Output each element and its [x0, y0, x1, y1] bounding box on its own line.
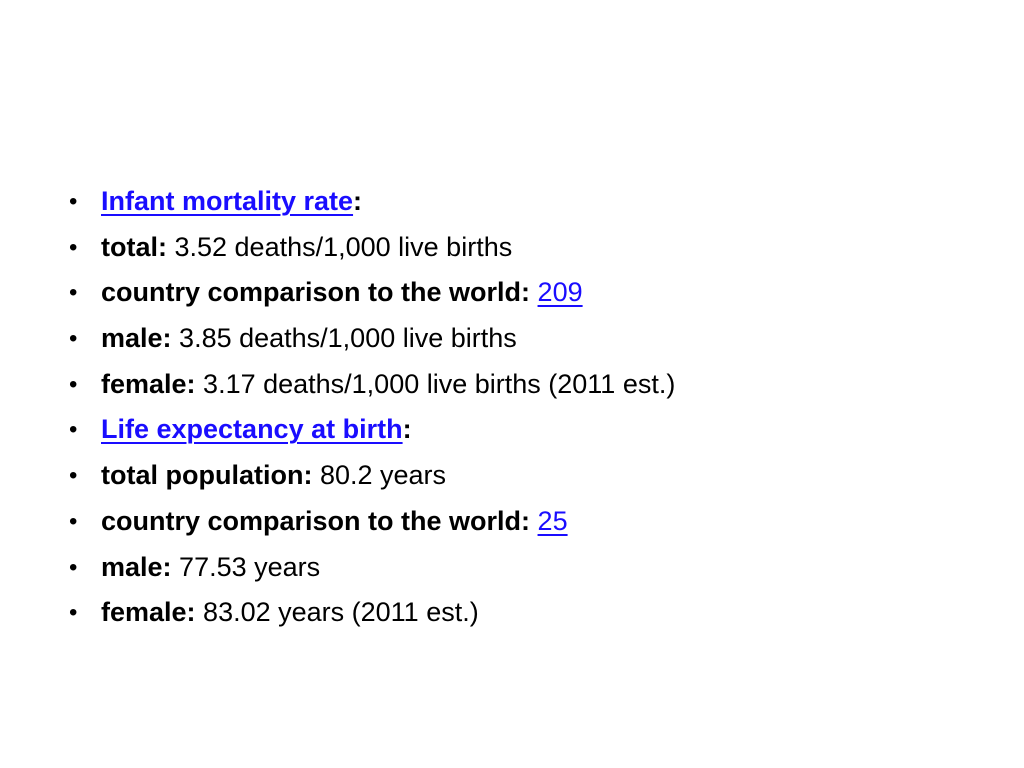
list-item-life-expectancy-heading: • Life expectancy at birth:	[64, 407, 964, 453]
list-item-life-total-population: • total population: 80.2 years	[64, 453, 964, 499]
item-value: 3.85 deaths/1,000 live births	[171, 323, 517, 354]
item-value: 80.2 years	[312, 460, 447, 491]
bullet-icon: •	[69, 462, 78, 490]
list-item-life-male: • male: 77.53 years	[64, 545, 964, 591]
heading-colon: :	[402, 414, 412, 445]
item-label: female:	[101, 597, 196, 628]
bullet-icon: •	[69, 325, 78, 353]
list-item-life-female: • female: 83.02 years (2011 est.)	[64, 590, 964, 636]
bullet-icon: •	[69, 599, 78, 627]
infant-rank-link[interactable]: 209	[537, 277, 583, 308]
item-value: 3.52 deaths/1,000 live births	[166, 231, 513, 262]
item-label: male:	[101, 323, 172, 354]
bullet-icon: •	[69, 279, 78, 307]
item-value: 77.53 years	[171, 551, 321, 582]
list-item-infant-male: • male: 3.85 deaths/1,000 live births	[64, 316, 964, 362]
bullet-icon: •	[69, 233, 78, 261]
item-spacer	[530, 506, 538, 536]
list-item-infant-total: • total: 3.52 deaths/1,000 live births	[64, 225, 964, 271]
item-label: country comparison to the world:	[101, 277, 531, 308]
bullet-icon: •	[69, 188, 78, 215]
bullet-icon: •	[69, 370, 78, 398]
list-item-infant-female: • female: 3.17 deaths/1,000 live births …	[64, 362, 964, 408]
item-label: total population:	[101, 460, 313, 491]
item-label: total:	[101, 231, 167, 262]
bullet-icon: •	[69, 553, 78, 581]
list-item-life-country-comparison: • country comparison to the world: 25	[64, 499, 964, 545]
item-value: 3.17 deaths/1,000 live births (2011 est.…	[195, 368, 676, 399]
item-spacer	[530, 277, 538, 307]
item-label: female:	[101, 368, 196, 399]
list-item-infant-country-comparison: • country comparison to the world: 209	[64, 270, 964, 316]
bullet-list: • Infant mortality rate: • total: 3.52 d…	[64, 179, 964, 636]
item-value: 83.02 years (2011 est.)	[195, 597, 479, 628]
item-label: male:	[101, 551, 172, 582]
bullet-icon: •	[69, 416, 78, 444]
life-expectancy-link[interactable]: Life expectancy at birth	[101, 414, 403, 445]
heading-colon: :	[353, 186, 363, 216]
life-rank-link[interactable]: 25	[537, 505, 568, 536]
item-label: country comparison to the world:	[101, 505, 531, 536]
infant-mortality-rate-link[interactable]: Infant mortality rate	[101, 186, 354, 216]
bullet-icon: •	[69, 507, 78, 535]
list-item-infant-mortality-heading: • Infant mortality rate:	[64, 179, 964, 225]
